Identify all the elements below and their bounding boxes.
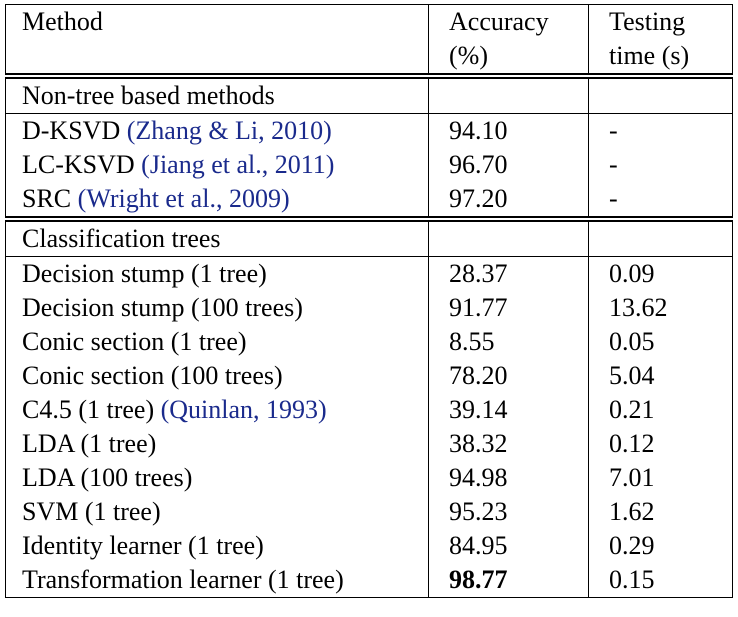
accuracy-cell: 98.77 — [428, 563, 589, 598]
header-cell: Method — [5, 4, 429, 76]
empty-cell — [588, 216, 733, 257]
data-row: Decision stump (100 trees) 91.77 13.62 — [5, 291, 733, 325]
section-title: Non-tree based methods — [5, 73, 429, 114]
data-row: LC-KSVD (Jiang et al., 2011) 96.70- — [5, 148, 733, 182]
method-name: Decision stump (100 trees) — [22, 293, 303, 322]
data-row: Transformation learner (1 tree) 98.77 0.15 — [5, 563, 733, 598]
accuracy-cell: 97.20 — [428, 182, 589, 219]
accuracy-cell: 94.98 — [428, 461, 589, 495]
method-cell: LC-KSVD (Jiang et al., 2011) — [5, 148, 429, 182]
time-cell: 0.29 — [588, 529, 733, 563]
accuracy-cell: 78.20 — [428, 359, 589, 393]
method-cell: SVM (1 tree) — [5, 495, 429, 529]
header-text: Accuracy (%) — [449, 7, 549, 70]
method-cell: Decision stump (100 trees) — [5, 291, 429, 325]
time-cell: 5.04 — [588, 359, 733, 393]
table-body: Method Accuracy (%) Testing time (s) Non… — [5, 4, 733, 598]
method-cell: Decision stump (1 tree) — [5, 256, 429, 291]
method-cell: Transformation learner (1 tree) — [5, 563, 429, 598]
method-name: Conic section (100 trees) — [22, 361, 283, 390]
accuracy-cell: 39.14 — [428, 393, 589, 427]
data-row: Conic section (100 trees) 78.20 5.04 — [5, 359, 733, 393]
method-name: Decision stump (1 tree) — [22, 259, 267, 288]
data-row: Identity learner (1 tree) 84.95 0.29 — [5, 529, 733, 563]
time-cell: 0.05 — [588, 325, 733, 359]
time-cell: 7.01 — [588, 461, 733, 495]
time-cell: 1.62 — [588, 495, 733, 529]
data-row: SRC (Wright et al., 2009) 97.20- — [5, 182, 733, 219]
header-cell: Testing time (s) — [588, 4, 733, 76]
method-cell: Conic section (1 tree) — [5, 325, 429, 359]
empty-cell — [428, 73, 589, 114]
time-cell: - — [588, 148, 733, 182]
method-cell: SRC (Wright et al., 2009) — [5, 182, 429, 219]
data-row: LDA (100 trees) 94.98 7.01 — [5, 461, 733, 495]
method-cell: D-KSVD (Zhang & Li, 2010) — [5, 113, 429, 148]
method-name: LDA (100 trees) — [22, 463, 193, 492]
time-cell: 0.09 — [588, 256, 733, 291]
data-row: Decision stump (1 tree) 28.37 0.09 — [5, 256, 733, 291]
method-name: LC-KSVD — [22, 150, 135, 179]
section-title: Classification trees — [5, 216, 429, 257]
method-name: SVM (1 tree) — [22, 497, 161, 526]
method-name: SRC — [22, 184, 72, 213]
time-cell: 0.21 — [588, 393, 733, 427]
accuracy-cell: 28.37 — [428, 256, 589, 291]
data-row: D-KSVD (Zhang & Li, 2010) 94.10- — [5, 113, 733, 148]
header-text: Testing time (s) — [609, 7, 690, 70]
method-cell: Identity learner (1 tree) — [5, 529, 429, 563]
method-cell: Conic section (100 trees) — [5, 359, 429, 393]
citation: (Wright et al., 2009) — [77, 184, 290, 213]
data-row: SVM (1 tree) 95.23 1.62 — [5, 495, 733, 529]
method-name: C4.5 (1 tree) — [22, 395, 155, 424]
time-cell: - — [588, 182, 733, 219]
time-cell: 0.12 — [588, 427, 733, 461]
method-cell: LDA (1 tree) — [5, 427, 429, 461]
accuracy-cell: 38.32 — [428, 427, 589, 461]
citation: (Zhang & Li, 2010) — [126, 116, 332, 145]
time-cell: 0.15 — [588, 563, 733, 598]
accuracy-cell: 95.23 — [428, 495, 589, 529]
accuracy-cell: 8.55 — [428, 325, 589, 359]
time-cell: 13.62 — [588, 291, 733, 325]
accuracy-cell: 84.95 — [428, 529, 589, 563]
header-row: Method Accuracy (%) Testing time (s) — [5, 4, 733, 76]
empty-cell — [428, 216, 589, 257]
method-name: Identity learner (1 tree) — [22, 531, 264, 560]
header-cell: Accuracy (%) — [428, 4, 589, 76]
results-table: Method Accuracy (%) Testing time (s) Non… — [5, 4, 733, 598]
section-row: Classification trees — [5, 216, 733, 257]
method-cell: C4.5 (1 tree) (Quinlan, 1993) — [5, 393, 429, 427]
citation: (Quinlan, 1993) — [160, 395, 327, 424]
method-cell: LDA (100 trees) — [5, 461, 429, 495]
data-row: LDA (1 tree) 38.32 0.12 — [5, 427, 733, 461]
method-name: LDA (1 tree) — [22, 429, 157, 458]
method-name: Transformation learner (1 tree) — [22, 565, 344, 594]
accuracy-cell: 94.10 — [428, 113, 589, 148]
section-row: Non-tree based methods — [5, 73, 733, 114]
method-name: D-KSVD — [22, 116, 121, 145]
accuracy-cell: 91.77 — [428, 291, 589, 325]
data-row: C4.5 (1 tree) (Quinlan, 1993) 39.14 0.21 — [5, 393, 733, 427]
data-row: Conic section (1 tree) 8.55 0.05 — [5, 325, 733, 359]
time-cell: - — [588, 113, 733, 148]
method-name: Conic section (1 tree) — [22, 327, 247, 356]
empty-cell — [588, 73, 733, 114]
accuracy-cell: 96.70 — [428, 148, 589, 182]
citation: (Jiang et al., 2011) — [141, 150, 335, 179]
